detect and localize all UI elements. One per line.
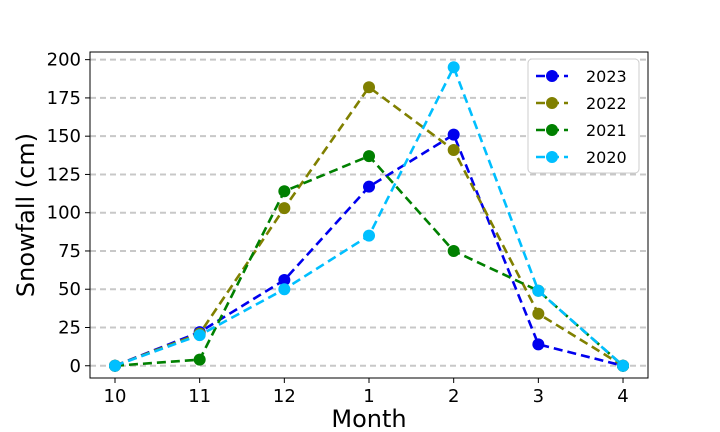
series-2020	[109, 61, 630, 372]
series-lines	[109, 61, 630, 372]
data-point-2020	[447, 61, 460, 74]
y-tick-label: 25	[58, 317, 81, 338]
y-tick-label: 150	[47, 126, 81, 147]
data-point-2021	[193, 353, 206, 366]
data-point-2020	[532, 284, 545, 297]
y-tick-label: 175	[47, 88, 81, 109]
legend-marker-2020	[546, 151, 558, 163]
legend-label-2023: 2023	[586, 67, 627, 86]
y-tick-label: 125	[47, 164, 81, 185]
legend-marker-2022	[546, 97, 558, 109]
data-point-2022	[278, 202, 291, 215]
data-point-2020	[617, 359, 630, 372]
y-axis-label: Snowfall (cm)	[12, 133, 40, 297]
data-point-2022	[447, 143, 460, 156]
legend-marker-2021	[546, 124, 558, 136]
x-tick-label: 11	[188, 386, 211, 407]
data-point-2023	[363, 180, 376, 193]
data-point-2023	[278, 274, 291, 287]
data-point-2022	[363, 81, 376, 94]
x-tick-label: 2	[448, 386, 459, 407]
x-tick-label: 1	[363, 386, 374, 407]
data-point-2023	[532, 338, 545, 351]
y-tick-label: 75	[58, 241, 81, 262]
data-point-2020	[363, 229, 376, 242]
legend-label-2020: 2020	[586, 148, 627, 167]
data-point-2021	[363, 150, 376, 163]
y-tick-label: 50	[58, 279, 81, 300]
data-point-2022	[532, 307, 545, 320]
x-tick-label: 12	[273, 386, 296, 407]
y-axis-ticks: 0 25 50 75 100 125 150 175 200	[47, 50, 90, 377]
legend: 2023 2022 2021 2020	[527, 58, 640, 174]
x-tick-label: 3	[533, 386, 544, 407]
data-point-2020	[278, 283, 291, 296]
data-point-2023	[447, 128, 460, 141]
data-point-2021	[278, 185, 291, 198]
y-tick-label: 200	[47, 50, 81, 71]
y-tick-label: 0	[70, 356, 81, 377]
data-point-2020	[109, 359, 121, 372]
x-tick-label: 10	[104, 386, 127, 407]
x-tick-label: 4	[617, 386, 628, 407]
legend-marker-2023	[546, 70, 558, 82]
y-tick-label: 100	[47, 203, 81, 224]
legend-label-2022: 2022	[586, 94, 627, 113]
x-axis-ticks: 10 11 12 1 2 3 4	[104, 378, 629, 407]
data-point-2020	[193, 329, 206, 342]
legend-box	[527, 58, 640, 174]
data-point-2021	[447, 244, 460, 257]
x-axis-label: Month	[331, 405, 406, 432]
legend-label-2021: 2021	[586, 121, 627, 140]
